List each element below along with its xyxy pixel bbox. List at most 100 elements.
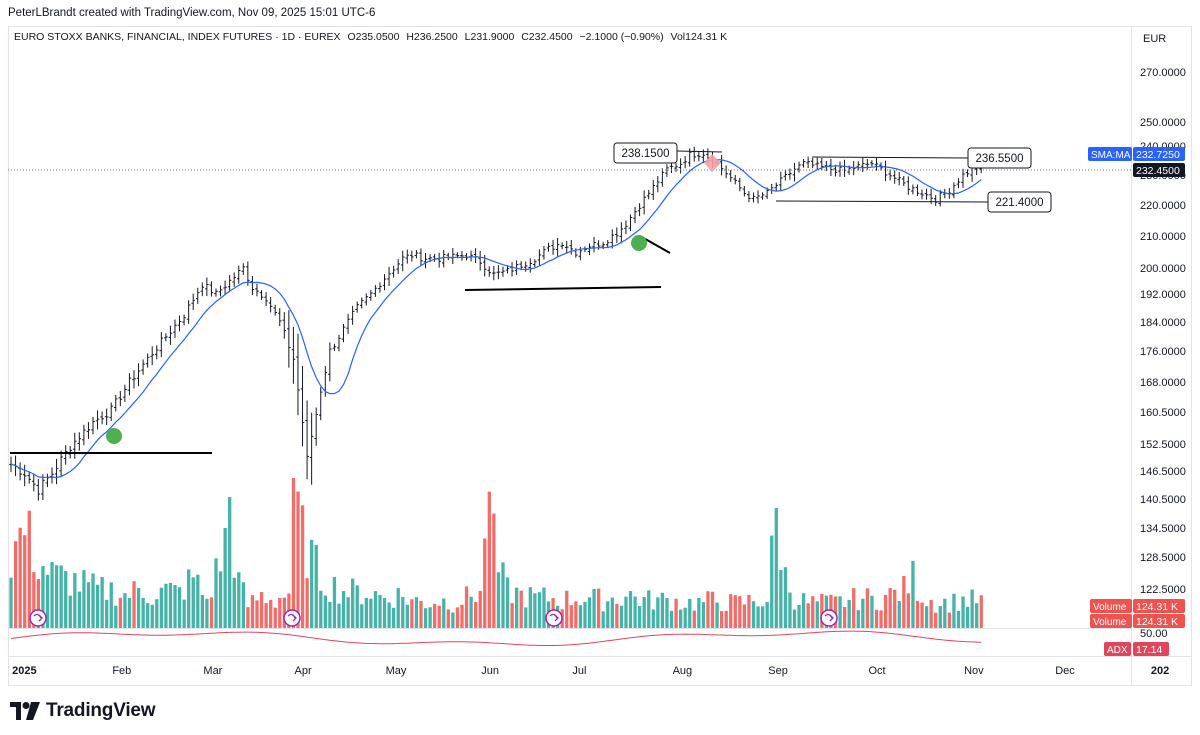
- ohlc-bar[interactable]: [888, 169, 892, 181]
- volume-bar[interactable]: [68, 595, 72, 628]
- ohlc-bar[interactable]: [487, 266, 492, 277]
- volume-bar[interactable]: [615, 603, 619, 628]
- volume-bar[interactable]: [647, 590, 651, 628]
- ohlc-bar[interactable]: [683, 156, 687, 169]
- ohlc-bar[interactable]: [95, 410, 100, 430]
- ohlc-bar[interactable]: [842, 159, 847, 178]
- ohlc-bar[interactable]: [678, 158, 683, 174]
- ohlc-bar[interactable]: [856, 161, 861, 171]
- volume-bar[interactable]: [214, 558, 218, 628]
- volume-bar[interactable]: [651, 609, 655, 628]
- volume-bar[interactable]: [282, 597, 286, 628]
- ohlc-bar[interactable]: [965, 169, 970, 178]
- ohlc-bar[interactable]: [31, 474, 36, 492]
- ohlc-bar[interactable]: [478, 250, 482, 271]
- volume-bar[interactable]: [82, 570, 86, 628]
- volume-bar[interactable]: [738, 596, 742, 628]
- volume-bar[interactable]: [628, 591, 633, 628]
- volume-bar[interactable]: [464, 586, 469, 628]
- ohlc-bar[interactable]: [332, 343, 337, 352]
- volume-bar[interactable]: [382, 598, 387, 628]
- volume-bar[interactable]: [906, 593, 911, 628]
- volume-bar[interactable]: [310, 539, 314, 628]
- ohlc-bar[interactable]: [287, 310, 291, 368]
- volume-bar[interactable]: [136, 588, 141, 628]
- volume-bar[interactable]: [688, 598, 692, 628]
- ohlc-bar[interactable]: [45, 473, 50, 488]
- volume-bar[interactable]: [879, 610, 883, 628]
- volume-bar[interactable]: [642, 597, 646, 628]
- ohlc-bar[interactable]: [728, 170, 733, 182]
- volume-bar[interactable]: [724, 610, 728, 628]
- ohlc-bar[interactable]: [533, 259, 537, 267]
- ohlc-bar[interactable]: [838, 161, 842, 177]
- ohlc-bar[interactable]: [59, 450, 63, 478]
- volume-bar[interactable]: [100, 576, 104, 628]
- volume-bar[interactable]: [187, 569, 191, 628]
- volume-bar[interactable]: [378, 594, 382, 628]
- volume-bar[interactable]: [437, 605, 441, 628]
- ohlc-bar[interactable]: [127, 373, 132, 396]
- volume-bar[interactable]: [633, 596, 637, 628]
- ohlc-bar[interactable]: [642, 190, 646, 215]
- volume-bar[interactable]: [929, 600, 933, 628]
- volume-bar[interactable]: [218, 571, 223, 628]
- range-bottom-line[interactable]: [775, 200, 989, 203]
- adx-line[interactable]: [10, 630, 982, 646]
- currency-label[interactable]: EUR: [1143, 33, 1167, 45]
- ohlc-bar[interactable]: [250, 275, 255, 296]
- ohlc-bar[interactable]: [255, 283, 259, 297]
- volume-bar[interactable]: [774, 508, 778, 628]
- ohlc-bar[interactable]: [441, 249, 446, 268]
- volume-bar[interactable]: [874, 609, 879, 628]
- ohlc-bar[interactable]: [378, 282, 382, 293]
- volume-bar[interactable]: [697, 597, 701, 628]
- volume-bar[interactable]: [902, 575, 906, 628]
- volume-bar[interactable]: [924, 606, 929, 628]
- ohlc-bar[interactable]: [309, 412, 314, 485]
- ohlc-bar[interactable]: [920, 189, 924, 200]
- sell-signal-marker[interactable]: [704, 154, 721, 172]
- volume-bar[interactable]: [660, 592, 665, 628]
- ohlc-bar[interactable]: [113, 394, 118, 412]
- ohlc-bar[interactable]: [637, 203, 642, 217]
- last-price-badge[interactable]: 232.4500: [1133, 163, 1185, 177]
- ohlc-bar[interactable]: [587, 243, 592, 256]
- ohlc-bar[interactable]: [141, 359, 145, 375]
- ohlc-bar[interactable]: [419, 248, 423, 266]
- ohlc-bar[interactable]: [328, 342, 332, 382]
- ohlc-bar[interactable]: [815, 157, 820, 170]
- ohlc-bar[interactable]: [414, 250, 419, 259]
- ohlc-bar[interactable]: [227, 274, 232, 293]
- ohlc-bar[interactable]: [751, 192, 756, 203]
- volume-bar[interactable]: [118, 597, 123, 628]
- ohlc-bar[interactable]: [528, 258, 533, 273]
- ohlc-bar[interactable]: [236, 265, 241, 284]
- symbol-title[interactable]: EURO STOXX BANKS, FINANCIAL, INDEX FUTUR…: [14, 31, 341, 43]
- volume-bar[interactable]: [583, 601, 587, 628]
- ohlc-bar[interactable]: [396, 259, 400, 274]
- volume-bar[interactable]: [328, 601, 332, 628]
- ohlc-bar[interactable]: [956, 178, 961, 189]
- volume-bar[interactable]: [59, 565, 63, 628]
- volume-bar[interactable]: [91, 573, 95, 628]
- volume-bar[interactable]: [492, 513, 496, 628]
- ohlc-bar[interactable]: [277, 308, 282, 327]
- volume-bar[interactable]: [574, 601, 578, 628]
- volume-badge-value[interactable]: 124.31 K: [1133, 599, 1185, 613]
- volume-bar[interactable]: [569, 605, 573, 628]
- volume-bar[interactable]: [405, 604, 409, 628]
- ohlc-bar[interactable]: [18, 462, 22, 481]
- volume-bar[interactable]: [747, 594, 751, 628]
- ohlc-bar[interactable]: [391, 265, 396, 278]
- ohlc-bar[interactable]: [569, 239, 574, 255]
- ohlc-bar[interactable]: [182, 314, 186, 326]
- volume-bar[interactable]: [369, 598, 373, 628]
- ohlc-bar[interactable]: [268, 296, 273, 313]
- volume-bar[interactable]: [45, 574, 50, 628]
- ohlc-bar[interactable]: [911, 184, 915, 195]
- ohlc-bar[interactable]: [496, 265, 501, 280]
- volume-bar[interactable]: [177, 587, 182, 628]
- ohlc-bar[interactable]: [132, 370, 136, 389]
- ohlc-bar[interactable]: [605, 240, 610, 248]
